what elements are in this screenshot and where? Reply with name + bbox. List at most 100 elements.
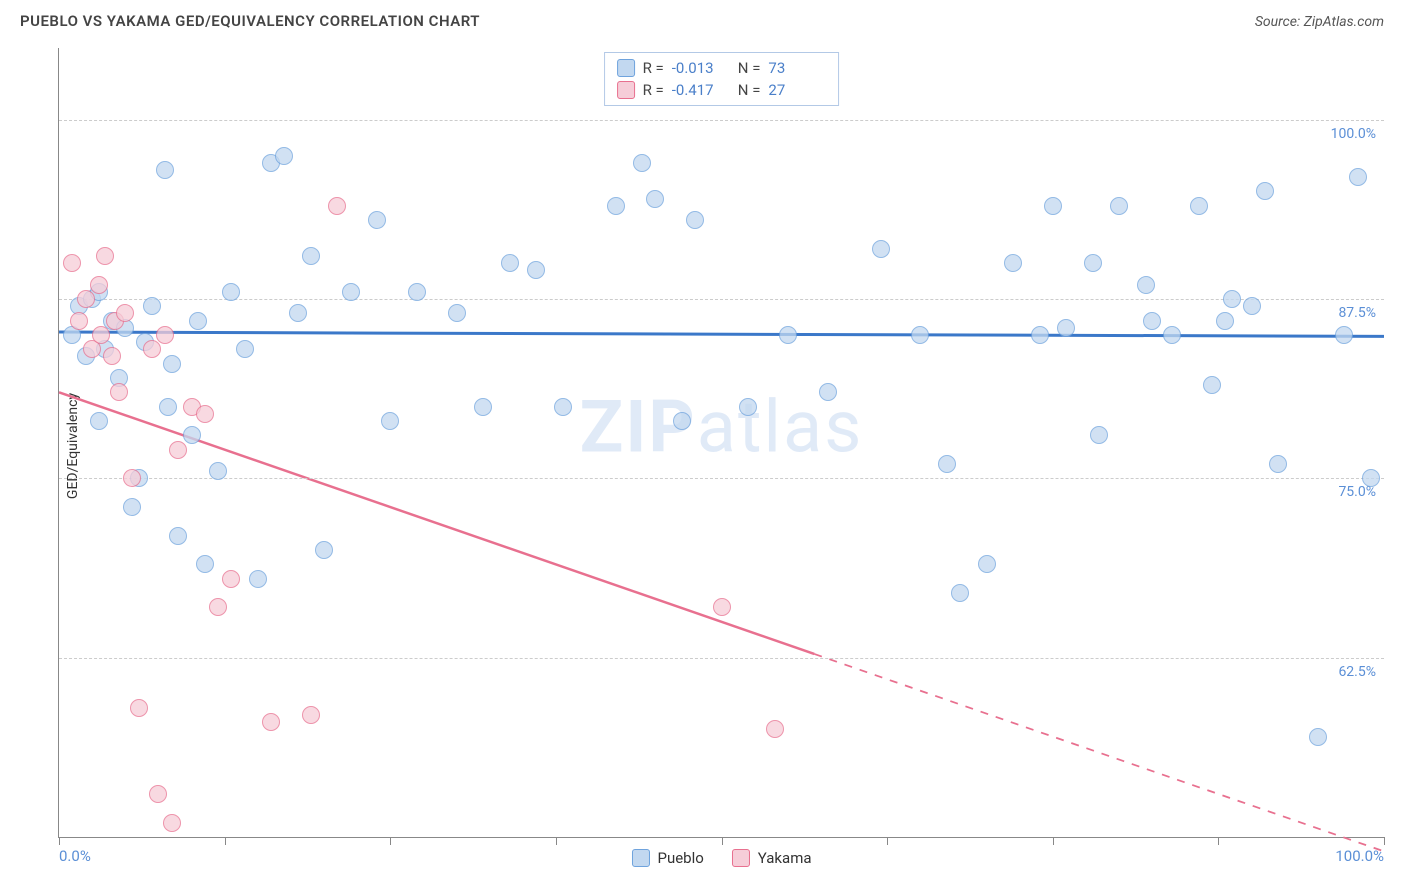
data-point [673, 412, 691, 430]
data-point [819, 383, 837, 401]
legend-swatch-yakama-icon [732, 849, 750, 867]
x-tick [887, 837, 888, 845]
data-point [1269, 455, 1287, 473]
data-point [315, 541, 333, 559]
n-value-pueblo: 73 [768, 59, 826, 77]
data-point [163, 814, 181, 832]
trend-lines-svg [59, 48, 1384, 837]
data-point [408, 283, 426, 301]
data-point [686, 211, 704, 229]
data-point [209, 598, 227, 616]
data-point [110, 383, 128, 401]
data-point [222, 570, 240, 588]
data-point [92, 326, 110, 344]
data-point [156, 326, 174, 344]
swatch-pueblo-icon [617, 59, 635, 77]
x-tick [1053, 837, 1054, 845]
data-point [1243, 297, 1261, 315]
header-row: PUEBLO VS YAKAMA GED/EQUIVALENCY CORRELA… [12, 12, 1392, 34]
data-point [222, 283, 240, 301]
data-point [159, 398, 177, 416]
data-point [156, 161, 174, 179]
data-point [633, 154, 651, 172]
data-point [1090, 426, 1108, 444]
x-tick-label-min: 0.0% [59, 847, 91, 865]
gridline-h [59, 658, 1384, 659]
data-point [103, 347, 121, 365]
n-value-yakama: 27 [768, 81, 826, 99]
data-point [739, 398, 757, 416]
data-point [275, 147, 293, 165]
y-tick-label: 100.0% [1331, 126, 1376, 142]
data-point [713, 598, 731, 616]
data-point [646, 190, 664, 208]
data-point [1044, 197, 1062, 215]
swatch-yakama-icon [617, 81, 635, 99]
data-point [116, 304, 134, 322]
data-point [381, 412, 399, 430]
data-point [1190, 197, 1208, 215]
trend-line-solid [59, 392, 814, 654]
data-point [302, 247, 320, 265]
data-point [1362, 469, 1380, 487]
r-label: R = [643, 59, 664, 77]
n-label: N = [738, 59, 761, 77]
data-point [501, 254, 519, 272]
legend-item-yakama: Yakama [732, 849, 812, 867]
data-point [1004, 254, 1022, 272]
data-point [1031, 326, 1049, 344]
r-label: R = [643, 81, 664, 99]
data-point [779, 326, 797, 344]
legend-swatch-pueblo-icon [631, 849, 649, 867]
data-point [149, 785, 167, 803]
data-point [183, 426, 201, 444]
data-point [607, 197, 625, 215]
data-point [1057, 319, 1075, 337]
data-point [196, 555, 214, 573]
n-label: N = [738, 81, 761, 99]
data-point [1309, 728, 1327, 746]
x-tick [1384, 837, 1385, 845]
data-point [262, 713, 280, 731]
data-point [169, 441, 187, 459]
data-point [328, 197, 346, 215]
data-point [77, 290, 95, 308]
data-point [938, 455, 956, 473]
gridline-h [59, 299, 1384, 300]
data-point [1110, 197, 1128, 215]
data-point [1256, 182, 1274, 200]
data-point [1349, 168, 1367, 186]
stats-legend: R = -0.013 N = 73 R = -0.417 N = 27 [604, 52, 840, 106]
gridline-h [59, 478, 1384, 479]
x-tick-label-max: 100.0% [1335, 847, 1384, 865]
legend-label-yakama: Yakama [758, 849, 812, 867]
legend-item-pueblo: Pueblo [631, 849, 703, 867]
data-point [209, 462, 227, 480]
data-point [130, 699, 148, 717]
data-point [90, 276, 108, 294]
data-point [1223, 290, 1241, 308]
data-point [289, 304, 307, 322]
data-point [978, 555, 996, 573]
data-point [951, 584, 969, 602]
data-point [63, 254, 81, 272]
data-point [554, 398, 572, 416]
chart-title: PUEBLO VS YAKAMA GED/EQUIVALENCY CORRELA… [20, 12, 480, 30]
x-tick [1218, 837, 1219, 845]
chart-source: Source: ZipAtlas.com [1255, 14, 1384, 30]
series-legend: Pueblo Yakama [631, 849, 811, 867]
y-tick-label: 62.5% [1338, 664, 1376, 680]
data-point [143, 340, 161, 358]
data-point [448, 304, 466, 322]
x-tick [390, 837, 391, 845]
data-point [766, 720, 784, 738]
data-point [368, 211, 386, 229]
data-point [911, 326, 929, 344]
gridline-h [59, 120, 1384, 121]
data-point [1216, 312, 1234, 330]
data-point [169, 527, 187, 545]
data-point [1203, 376, 1221, 394]
data-point [1084, 254, 1102, 272]
r-value-yakama: -0.417 [672, 81, 730, 99]
r-value-pueblo: -0.013 [672, 59, 730, 77]
